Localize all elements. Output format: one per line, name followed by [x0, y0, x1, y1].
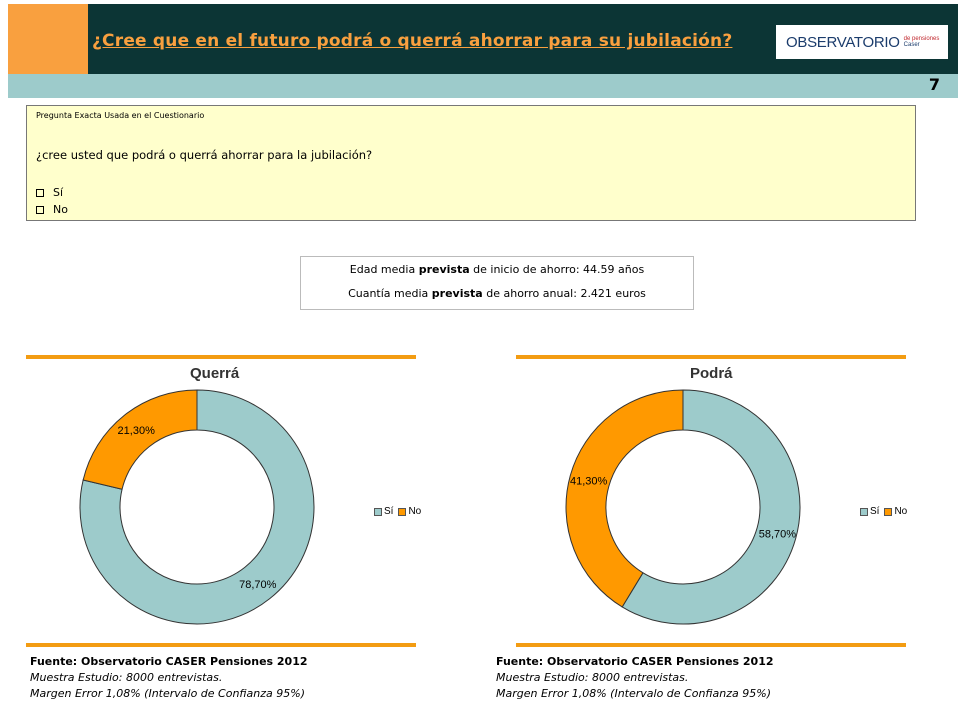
option-label: No: [53, 203, 68, 216]
chart-bottom-rule: [516, 643, 906, 647]
legend-item-si: Sí: [374, 506, 393, 517]
header-band: [8, 74, 958, 98]
legend-item-no: No: [398, 506, 421, 517]
chart-bottom-rule: [26, 643, 416, 647]
source-note: Fuente: Observatorio CASER Pensiones 201…: [30, 654, 308, 702]
legend-swatch: [884, 507, 893, 516]
option-si: Sí: [36, 186, 63, 199]
observatorio-logo: OBSERVATORIO de pensiones Caser: [776, 25, 948, 59]
source-sample: Muestra Estudio: 8000 entrevistas.: [30, 671, 223, 684]
data-label-si: 78,70%: [239, 579, 277, 591]
logo-subtitle: de pensiones Caser: [904, 36, 940, 48]
stats-emphasis: prevista: [431, 287, 483, 300]
source-title: Fuente: Observatorio CASER Pensiones 201…: [496, 655, 774, 668]
legend-label: No: [894, 506, 908, 517]
source-sample: Muestra Estudio: 8000 entrevistas.: [496, 671, 689, 684]
donut-chart-podra: 58,70% 41,30%: [565, 389, 801, 625]
donut-slice-si: [79, 389, 315, 625]
stats-text: de ahorro anual: 2.421 euros: [482, 287, 646, 300]
question-header: Pregunta Exacta Usada en el Cuestionario: [36, 111, 205, 120]
option-no: No: [36, 203, 68, 216]
legend-label: Sí: [870, 506, 880, 517]
source-note: Fuente: Observatorio CASER Pensiones 201…: [496, 654, 774, 702]
logo-wordmark: OBSERVATORIO: [786, 33, 900, 51]
source-margin: Margen Error 1,08% (Intervalo de Confian…: [30, 687, 305, 700]
stats-amount-line: Cuantía media prevista de ahorro anual: …: [301, 287, 693, 300]
stats-text: de inicio de ahorro: 44.59 años: [469, 263, 645, 276]
header-accent-block: [8, 4, 88, 74]
legend-label: Sí: [384, 506, 394, 517]
data-label-si: 58,70%: [759, 528, 797, 540]
chart-legend: Sí No: [374, 506, 426, 517]
logo-subtitle-line1: de pensiones: [903, 36, 940, 42]
stats-box: Edad media prevista de inicio de ahorro:…: [300, 256, 694, 310]
legend-swatch: [374, 507, 382, 516]
donut-slice-no: [82, 389, 198, 490]
source-title: Fuente: Observatorio CASER Pensiones 201…: [30, 655, 308, 668]
donut-slice-si: [621, 389, 801, 625]
source-margin: Margen Error 1,08% (Intervalo de Confian…: [496, 687, 771, 700]
chart-top-rule: [26, 355, 416, 359]
legend-swatch: [398, 507, 407, 516]
logo-subtitle-line2: Caser: [903, 42, 920, 48]
data-label-no: 21,30%: [118, 425, 156, 437]
checkbox-icon: [36, 205, 44, 214]
chart-legend: Sí No: [860, 506, 912, 517]
stats-age-line: Edad media prevista de inicio de ahorro:…: [301, 263, 693, 276]
stats-text: Cuantía media: [348, 287, 432, 300]
legend-item-si: Sí: [860, 506, 879, 517]
question-text: ¿cree usted que podrá o querrá ahorrar p…: [36, 148, 373, 162]
option-label: Sí: [53, 186, 64, 199]
donut-slice-no: [565, 389, 684, 608]
legend-item-no: No: [884, 506, 907, 517]
question-box: Pregunta Exacta Usada en el Cuestionario…: [26, 105, 916, 221]
page-title: ¿Cree que en el futuro podrá o querrá ah…: [92, 31, 733, 51]
data-label-no: 41,30%: [570, 476, 608, 488]
stats-emphasis: prevista: [418, 263, 470, 276]
stats-text: Edad media: [349, 263, 419, 276]
page-number: 7: [928, 75, 940, 94]
donut-chart-querra: 78,70% 21,30%: [79, 389, 315, 625]
legend-swatch: [860, 507, 868, 516]
chart-title-podra: Podrá: [690, 365, 733, 382]
legend-label: No: [408, 506, 422, 517]
chart-top-rule: [516, 355, 906, 359]
chart-title-querra: Querrá: [190, 365, 240, 382]
checkbox-icon: [36, 188, 44, 197]
